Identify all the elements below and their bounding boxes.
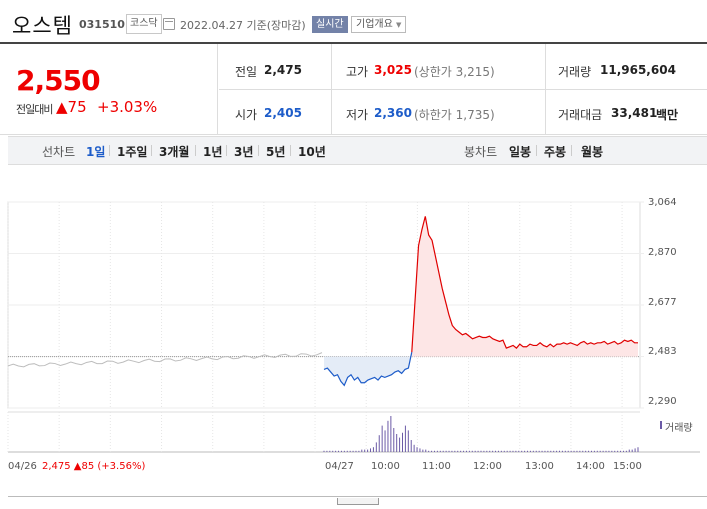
- period-divider: [226, 145, 227, 156]
- x-tick-label: 14:00: [576, 461, 605, 472]
- period-1w[interactable]: 1주일: [117, 145, 148, 159]
- period-divider: [536, 145, 537, 156]
- amount-unit: 백만: [656, 108, 679, 122]
- high-value: 3,025: [374, 63, 412, 77]
- period-1y[interactable]: 1년: [203, 145, 223, 159]
- diff-percent: +3.03%: [97, 98, 158, 116]
- base-date: 2022.04.27 기준(장마감): [180, 19, 306, 32]
- candle-daily[interactable]: 일봉: [509, 145, 532, 159]
- stock-name: 오스템: [12, 14, 73, 38]
- prev-day-label: 04/26: [8, 461, 37, 472]
- open-label: 시가: [235, 108, 258, 122]
- prev-day-summary: 2,475 ▲85 (+3.56%): [42, 461, 146, 472]
- resize-handle[interactable]: [337, 498, 379, 505]
- x-tick-label: 11:00: [422, 461, 451, 472]
- diff-label: 전일대비: [16, 103, 53, 116]
- overview-label: 기업개요: [356, 19, 393, 30]
- open-value: 2,405: [264, 106, 302, 120]
- period-10y[interactable]: 10년: [298, 145, 326, 159]
- company-overview-dropdown[interactable]: 기업개요 ▼: [351, 16, 407, 33]
- period-5y[interactable]: 5년: [266, 145, 286, 159]
- y-tick-label: 2,290: [648, 396, 677, 407]
- stats-bottom-divider: [0, 134, 707, 135]
- up-series-line: [411, 216, 638, 353]
- period-3m[interactable]: 3개월: [159, 145, 190, 159]
- down-area-fill: [324, 352, 412, 386]
- y-tick-label: 2,483: [648, 346, 677, 357]
- calendar-icon: [163, 18, 175, 30]
- amount-value: 33,481: [611, 106, 658, 120]
- candle-monthly[interactable]: 월봉: [581, 145, 604, 159]
- candle-chart-label: 봉차트: [464, 145, 498, 159]
- volume-label: 거래량: [558, 65, 592, 79]
- volume-legend-swatch: [660, 421, 662, 429]
- x-tick-label: 12:00: [473, 461, 502, 472]
- y-tick-label: 2,870: [648, 247, 677, 258]
- lower-limit: (하한가 1,735): [414, 108, 495, 122]
- price-chart: [7, 201, 700, 453]
- period-divider: [109, 145, 110, 156]
- period-3y[interactable]: 3년: [234, 145, 254, 159]
- period-divider: [195, 145, 196, 156]
- stats-col-divider: [545, 44, 546, 134]
- diff-value: ▲75: [56, 98, 87, 116]
- period-divider: [258, 145, 259, 156]
- realtime-button[interactable]: 실시간: [312, 16, 348, 33]
- amount-label: 거래대금: [558, 108, 603, 122]
- header-divider: [0, 42, 707, 44]
- x-tick-label: 15:00: [613, 461, 642, 472]
- period-bar: [8, 136, 707, 165]
- chart-bottom-divider: [8, 496, 707, 497]
- current-price: 2,550: [16, 64, 101, 97]
- stock-code: 031510: [79, 18, 125, 31]
- period-divider: [290, 145, 291, 156]
- down-series-line: [323, 351, 413, 387]
- low-label: 저가: [346, 108, 369, 122]
- volume-value: 11,965,604: [600, 63, 676, 77]
- y-tick-label: 2,677: [648, 297, 677, 308]
- x-tick-label: 13:00: [525, 461, 554, 472]
- candle-weekly[interactable]: 주봉: [544, 145, 567, 159]
- market-badge: 코스닥: [126, 14, 162, 34]
- up-area-fill: [411, 216, 638, 357]
- period-divider: [571, 145, 572, 156]
- prev-label: 전일: [235, 65, 258, 79]
- x-tick-label: 10:00: [371, 461, 400, 472]
- period-divider: [151, 145, 152, 156]
- high-label: 고가: [346, 65, 369, 79]
- price-box: [0, 44, 218, 134]
- stats-col-divider: [331, 44, 332, 134]
- x-tick-label: 04/27: [325, 461, 354, 472]
- prev-day-series-line: [7, 352, 323, 368]
- chevron-down-icon: ▼: [396, 21, 402, 29]
- prev-value: 2,475: [264, 63, 302, 77]
- period-1d[interactable]: 1일: [86, 145, 106, 159]
- line-chart-label: 선차트: [42, 145, 76, 159]
- upper-limit: (상한가 3,215): [414, 65, 495, 79]
- low-value: 2,360: [374, 106, 412, 120]
- volume-legend-label: 거래량: [665, 423, 693, 434]
- stats-row-divider: [219, 89, 707, 90]
- y-tick-label: 3,064: [648, 197, 677, 208]
